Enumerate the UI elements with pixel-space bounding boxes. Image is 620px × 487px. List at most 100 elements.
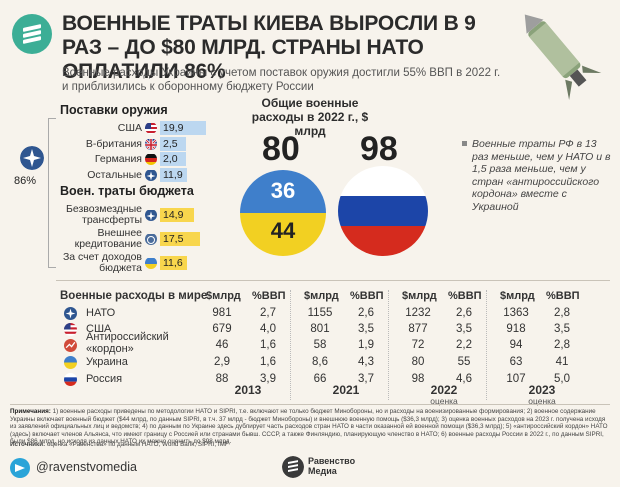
table-row: Украина 2,9 1,6 8,6 4,3 80 55 63 41 [56,354,610,371]
year-estimate-label: оценка [430,396,458,406]
table-cell: 2,6 [456,307,472,319]
note-bullet [462,141,467,146]
table-cell: 2,9 [214,356,230,368]
russia-flag-circle [338,166,428,256]
nato-bracket [48,118,56,268]
column-gdp-header: %ВВП [546,290,580,302]
year-label: 2013 [234,383,262,397]
page-title: ВОЕННЫЕ ТРАТЫ КИЕВА ВЫРОСЛИ В 9 РАЗ – ДО… [62,12,476,83]
table-cell: 679 [212,323,232,335]
table-cell: 4,3 [358,356,374,368]
table-cell: 2,2 [456,339,472,351]
weapons-country-label: США [117,122,142,134]
usa-flag-icon [145,122,157,134]
table-cell: 877 [408,323,428,335]
table-cell: 4,6 [456,373,472,385]
table-cell: 94 [509,339,523,351]
row-label: Антироссийский «кордон» [86,331,169,355]
cordon-icon [64,339,77,352]
table-cell: 88 [215,373,229,385]
table-cell: 918 [506,323,526,335]
row-label: США [86,323,112,335]
weapons-country-label: Остальные [87,168,142,181]
footnotes: Примечания: 1) военные расходы приведены… [10,408,608,446]
table-cell: 1,6 [260,339,276,351]
table-cell: 2,7 [260,307,276,319]
russia-note: Военные траты РФ в 13 раз меньше, чем у … [472,138,611,213]
budget-row-label: За счет доходов бюджета [62,251,142,274]
table-cell: 46 [215,339,229,351]
brand-footer-name: Равенство Медиа [308,456,356,476]
russia-total-value: 98 [360,130,398,168]
nato-icon [20,146,44,170]
weapons-row-label: Германия [60,152,142,167]
missile-illustration-icon [524,14,602,100]
budget-row-label: Безвозмездные трансферты [65,203,142,226]
nato-icon [145,169,157,181]
page-subtitle: Военные расходы Украины с учетом поставо… [62,67,501,93]
table-cell: 1,9 [358,339,374,351]
table-cell: 41 [555,356,569,368]
ukraine-budget-value: 44 [270,218,296,243]
table-cell: 66 [313,373,327,385]
table-cell: 4,0 [260,323,276,335]
table-cell: 3,5 [358,323,374,335]
column-gdp-header: %ВВП [350,290,384,302]
russia-flag-icon [64,373,77,386]
table-cell: 1,6 [260,356,276,368]
table-cell: 55 [457,356,471,368]
table-cell: 63 [509,356,523,368]
sources: Источники: оценка «Равенства» по данным … [10,441,229,448]
table-cell: 3,9 [260,373,276,385]
year-label: 2023 [528,383,556,397]
year-separator [388,290,389,400]
row-label: Украина [86,356,128,368]
table-cell: 107 [506,373,526,385]
year-label: 2022 [430,383,458,397]
budget-section-title: Воен. траты бюджета [60,184,194,198]
telegram-icon[interactable] [10,458,30,478]
column-usd-header: $млрд [402,290,437,302]
section-divider [56,280,610,281]
table-row: Антироссийский «кордон» 46 1,6 58 1,9 72 2,2 94… [56,331,610,355]
table-cell: 8,6 [312,356,328,368]
nato-share-value: 86% [14,175,37,187]
table-cell: 1363 [503,307,529,319]
table-cell: 3,5 [554,323,570,335]
footer-bar: @ravenstvomedia Равенство Медиа [0,450,620,487]
year-separator [486,290,487,400]
ukraine-flag-circle: 36 44 [240,170,326,256]
nato-icon [145,209,157,221]
year-estimate-label: оценка [528,396,556,406]
footer-divider [10,404,610,405]
row-label: НАТО [86,307,116,319]
germany-flag-icon [145,153,157,165]
weapons-section-title: Поставки оружия [60,103,168,117]
table-cell: 3,7 [358,373,374,385]
channel-handle[interactable]: @ravenstvomedia [36,460,137,474]
weapons-row-label: Остальные [60,168,142,183]
column-usd-header: $млрд [500,290,535,302]
year-label: 2021 [332,383,360,397]
weapons-bar: 2,0 [160,152,186,166]
weapons-bar: 2,5 [160,136,186,151]
table-row: Россия 88 3,9 66 3,7 98 4,6 107 5,0 [56,371,610,388]
table-cell: 981 [212,307,232,319]
table-cell: 801 [310,323,330,335]
ukraine-weapons-value: 36 [270,178,296,203]
column-usd-header: $млрд [206,290,241,302]
budget-row-label: Внешнее кредитование [74,227,142,250]
table-cell: 1155 [307,307,333,319]
ukraine-flag-icon [64,356,77,369]
column-usd-header: $млрд [304,290,339,302]
imf-icon [145,233,157,245]
weapons-bar: 11,9 [160,167,188,182]
weapons-country-label: В-британия [85,137,142,150]
table-cell: 98 [411,373,425,385]
table-row: НАТО 981 2,7 1155 2,6 1232 2,6 1363 2,8 [56,305,610,322]
budget-bar: 17,5 [160,232,201,246]
total-spending-title: Общие военные расходы в 2022 г., $ млрд [251,96,369,138]
weapons-row-label: США [60,121,142,136]
column-gdp-header: %ВВП [448,290,482,302]
brand-logo [12,14,52,54]
